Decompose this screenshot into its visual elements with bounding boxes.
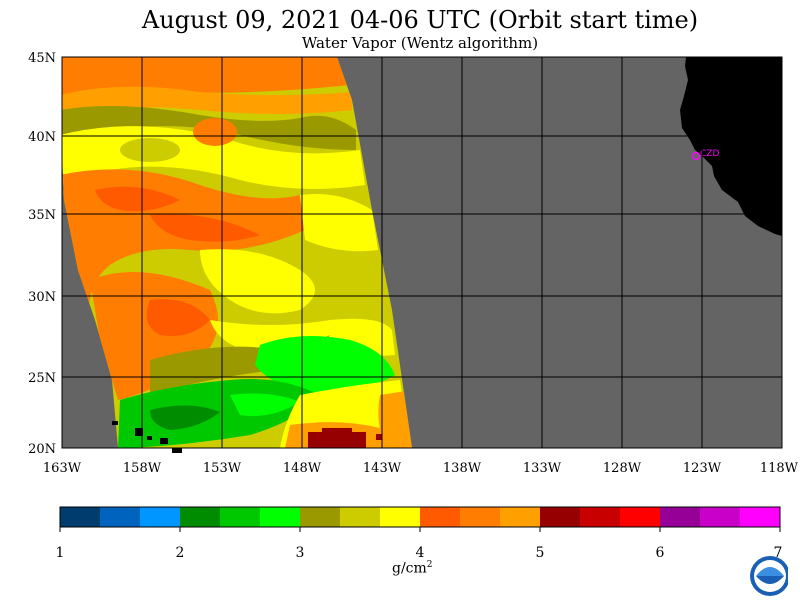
colorbar-swatch bbox=[580, 507, 621, 527]
map-border bbox=[61, 56, 783, 449]
colorbar-swatch bbox=[300, 507, 341, 527]
latitude-label: 25N bbox=[28, 371, 56, 386]
units-superscript: 2 bbox=[426, 560, 433, 570]
longitude-label: 148W bbox=[283, 461, 322, 476]
colorbar-units: g/cm2 bbox=[392, 560, 433, 577]
colorbar-tick-label: 7 bbox=[774, 545, 783, 561]
longitude-label: 158W bbox=[123, 461, 162, 476]
units-base: g/cm bbox=[392, 560, 427, 577]
colorbar-swatch bbox=[100, 507, 141, 527]
longitude-label: 138W bbox=[443, 461, 482, 476]
colorbar-tick-label: 3 bbox=[296, 545, 305, 561]
colorbar-swatch bbox=[540, 507, 581, 527]
lat-lon-grid bbox=[62, 57, 782, 448]
latitude-label: 45N bbox=[28, 51, 56, 66]
longitude-labels: 163W 158W 153W 148W 143W 138W 133W 128W 123W 118W bbox=[43, 461, 799, 476]
colorbar-tick-label: 5 bbox=[536, 545, 545, 561]
longitude-label: 133W bbox=[523, 461, 562, 476]
colorbar-swatch bbox=[260, 507, 301, 527]
colorbar-swatch bbox=[700, 507, 741, 527]
colorbar-swatch bbox=[420, 507, 461, 527]
colorbar-swatch bbox=[60, 507, 101, 527]
colorbar-swatch bbox=[380, 507, 421, 527]
satellite-swath bbox=[62, 57, 412, 448]
latitude-label: 40N bbox=[28, 130, 56, 145]
colorbar-swatch bbox=[500, 507, 541, 527]
hawaii-islands bbox=[112, 421, 182, 453]
latitude-labels: 45N 40N 35N 30N 25N 20N bbox=[28, 51, 56, 457]
colorbar-swatch bbox=[740, 507, 781, 527]
longitude-label: 118W bbox=[760, 461, 799, 476]
colorbar-swatch bbox=[220, 507, 261, 527]
noaa-logo bbox=[750, 556, 794, 596]
latitude-label: 35N bbox=[28, 208, 56, 223]
colorbar-tick-label: 2 bbox=[176, 545, 185, 561]
station-marker: CZD bbox=[691, 149, 719, 161]
longitude-label: 128W bbox=[603, 461, 642, 476]
colorbar-swatch bbox=[620, 507, 661, 527]
longitude-label: 153W bbox=[203, 461, 242, 476]
land-mass bbox=[680, 57, 782, 236]
colorbar-swatch bbox=[180, 507, 221, 527]
colorbar-tick-label: 6 bbox=[656, 545, 665, 561]
longitude-label: 123W bbox=[683, 461, 722, 476]
colorbar-tick-label: 4 bbox=[416, 545, 425, 561]
chart-subtitle: Water Vapor (Wentz algorithm) bbox=[301, 34, 539, 52]
chart-title: August 09, 2021 04-06 UTC (Orbit start t… bbox=[141, 6, 699, 34]
colorbar-swatch bbox=[340, 507, 381, 527]
colorbar-swatch bbox=[660, 507, 701, 527]
latitude-label: 30N bbox=[28, 290, 56, 305]
longitude-label: 143W bbox=[363, 461, 402, 476]
latitude-label: 20N bbox=[28, 442, 56, 457]
colorbar-tick-label: 1 bbox=[56, 545, 65, 561]
colorbar-swatch bbox=[140, 507, 181, 527]
longitude-label: 163W bbox=[43, 461, 82, 476]
colorbar-swatch bbox=[460, 507, 501, 527]
station-label: CZD bbox=[700, 149, 719, 159]
